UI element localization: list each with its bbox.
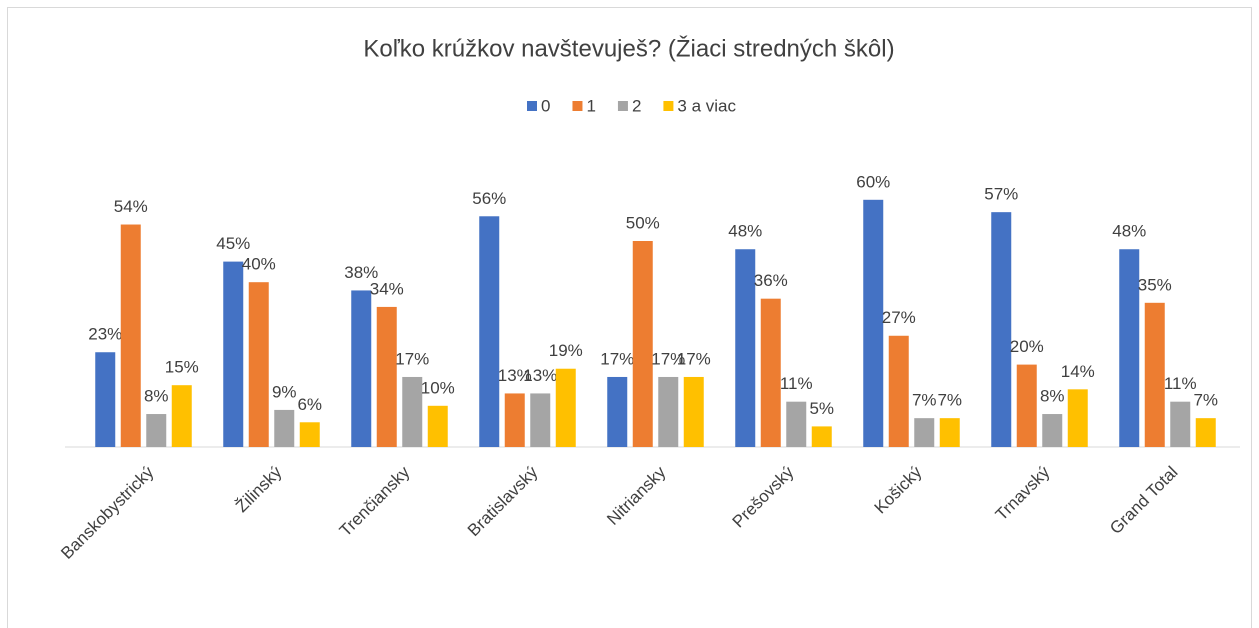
data-label: 36% <box>754 271 788 290</box>
data-label: 6% <box>297 395 322 414</box>
bar <box>530 393 551 447</box>
data-label: 7% <box>1193 391 1218 410</box>
data-label: 35% <box>1138 275 1172 294</box>
data-label: 34% <box>370 279 404 298</box>
data-label: 17% <box>395 349 429 368</box>
data-label: 11% <box>1164 374 1197 393</box>
bar <box>632 241 653 447</box>
bar <box>351 290 372 447</box>
data-label: 11% <box>780 374 813 393</box>
bar <box>223 261 244 447</box>
chart-title: Koľko krúžkov navštevuješ? (Žiaci stredn… <box>363 35 894 62</box>
bar <box>735 249 756 447</box>
data-label: 19% <box>549 341 583 360</box>
legend-label: 1 <box>586 96 595 115</box>
bar <box>914 418 935 447</box>
data-label: 27% <box>882 308 916 327</box>
data-label: 17% <box>677 349 711 368</box>
data-label: 7% <box>937 391 962 410</box>
data-label: 50% <box>626 213 660 232</box>
bar <box>402 376 423 447</box>
bar <box>274 409 295 447</box>
data-label: 20% <box>1010 337 1044 356</box>
bar <box>1144 302 1165 447</box>
bar <box>248 282 269 447</box>
legend-label: 2 <box>632 96 641 115</box>
legend-swatch <box>617 101 628 111</box>
bar <box>1119 249 1140 447</box>
chart-border <box>7 7 1252 628</box>
bar <box>863 199 884 447</box>
data-label: 8% <box>144 387 169 406</box>
bar <box>171 385 192 447</box>
bar <box>1067 389 1088 447</box>
bar <box>479 216 500 447</box>
data-label: 15% <box>165 358 199 377</box>
bar <box>427 405 448 447</box>
bar <box>658 376 679 447</box>
bar <box>1170 401 1191 447</box>
bar <box>607 376 628 447</box>
data-label: 57% <box>984 185 1018 204</box>
data-label: 48% <box>728 222 762 241</box>
data-label: 54% <box>114 197 148 216</box>
legend-swatch <box>663 101 674 111</box>
bar <box>376 306 397 447</box>
data-label: 40% <box>242 255 276 274</box>
data-label: 13% <box>498 366 532 385</box>
bar <box>504 393 525 447</box>
data-label: 48% <box>1112 222 1146 241</box>
bar <box>146 414 167 447</box>
data-label: 17% <box>651 349 685 368</box>
bar <box>120 224 141 447</box>
legend-label: 0 <box>541 96 550 115</box>
data-label: 9% <box>272 382 297 401</box>
bar <box>1042 414 1063 447</box>
bar <box>760 298 781 447</box>
legend-swatch <box>572 101 583 111</box>
bar <box>939 418 960 447</box>
bar <box>683 376 704 447</box>
data-label: 60% <box>856 172 890 191</box>
data-label: 38% <box>344 263 378 282</box>
data-label: 5% <box>809 399 834 418</box>
bar <box>888 335 909 447</box>
data-label: 17% <box>600 349 634 368</box>
data-label: 10% <box>421 378 455 397</box>
data-label: 56% <box>472 189 506 208</box>
bar <box>1016 364 1037 447</box>
bar <box>299 422 320 447</box>
bar <box>811 426 832 447</box>
legend-label: 3 a viac <box>677 96 736 115</box>
bar <box>991 212 1012 447</box>
legend-swatch <box>527 101 537 111</box>
data-label: 14% <box>1061 362 1095 381</box>
bar <box>1195 418 1216 447</box>
data-label: 7% <box>912 391 937 410</box>
data-label: 8% <box>1040 387 1065 406</box>
data-label: 13% <box>523 366 557 385</box>
data-label: 45% <box>216 234 250 253</box>
bar <box>95 352 116 447</box>
bar <box>786 401 807 447</box>
bar <box>555 368 576 447</box>
data-label: 23% <box>88 325 122 344</box>
